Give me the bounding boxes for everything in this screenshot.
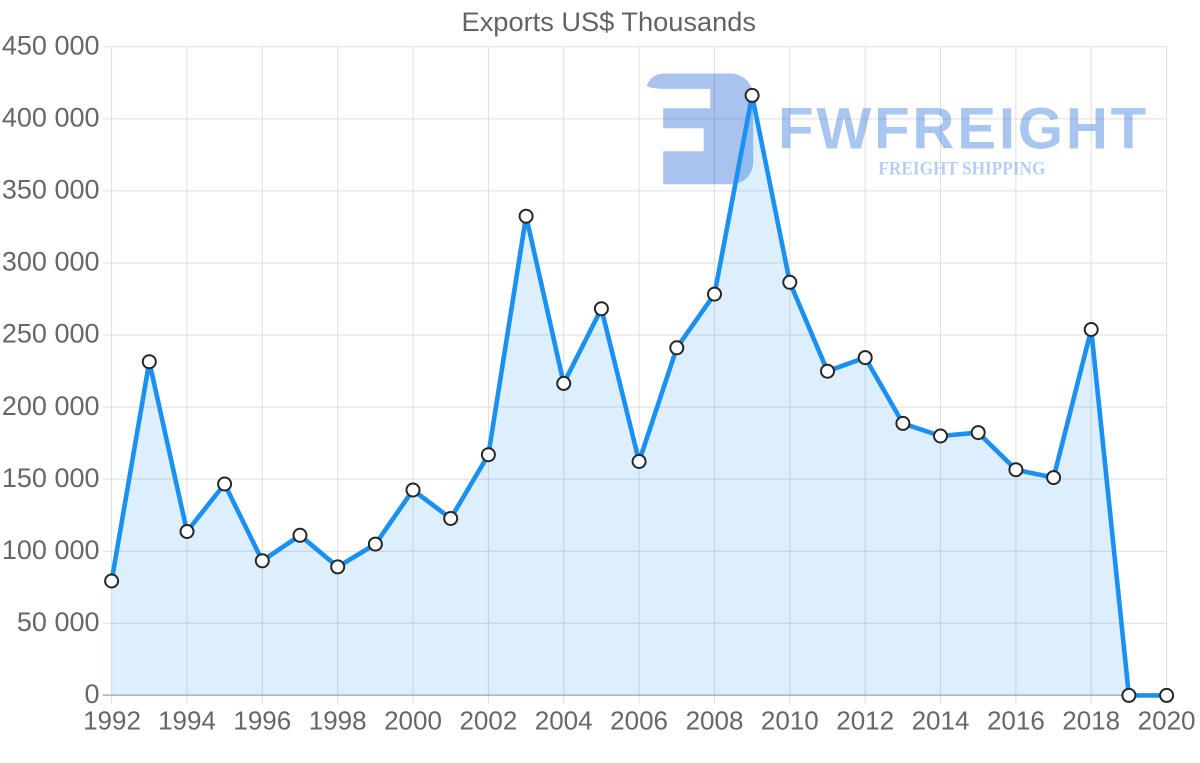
svg-text:400 000: 400 000 (2, 103, 100, 133)
svg-text:2020: 2020 (1138, 705, 1196, 735)
svg-text:Exports US$ Thousands: Exports US$ Thousands (462, 7, 757, 37)
svg-text:1996: 1996 (233, 705, 291, 735)
svg-text:1998: 1998 (309, 705, 367, 735)
svg-text:2018: 2018 (1062, 705, 1120, 735)
svg-text:350 000: 350 000 (2, 175, 100, 205)
svg-text:2010: 2010 (761, 705, 819, 735)
svg-text:300 000: 300 000 (2, 247, 100, 277)
svg-text:50 000: 50 000 (17, 607, 100, 637)
svg-text:2012: 2012 (836, 705, 894, 735)
svg-text:1992: 1992 (83, 705, 141, 735)
svg-text:2014: 2014 (912, 705, 970, 735)
svg-text:0: 0 (84, 679, 99, 709)
svg-text:150 000: 150 000 (2, 463, 100, 493)
svg-text:200 000: 200 000 (2, 391, 100, 421)
svg-text:2000: 2000 (384, 705, 442, 735)
svg-text:1994: 1994 (158, 705, 216, 735)
svg-text:2004: 2004 (535, 705, 593, 735)
svg-text:450 000: 450 000 (2, 31, 100, 61)
svg-text:2002: 2002 (459, 705, 517, 735)
svg-text:250 000: 250 000 (2, 319, 100, 349)
svg-text:FWFREIGHT: FWFREIGHT (778, 97, 1149, 162)
svg-text:2006: 2006 (610, 705, 668, 735)
svg-text:2016: 2016 (987, 705, 1045, 735)
svg-text:100 000: 100 000 (2, 535, 100, 565)
svg-text:FREIGHT SHIPPING: FREIGHT SHIPPING (878, 158, 1045, 179)
svg-text:2008: 2008 (686, 705, 744, 735)
